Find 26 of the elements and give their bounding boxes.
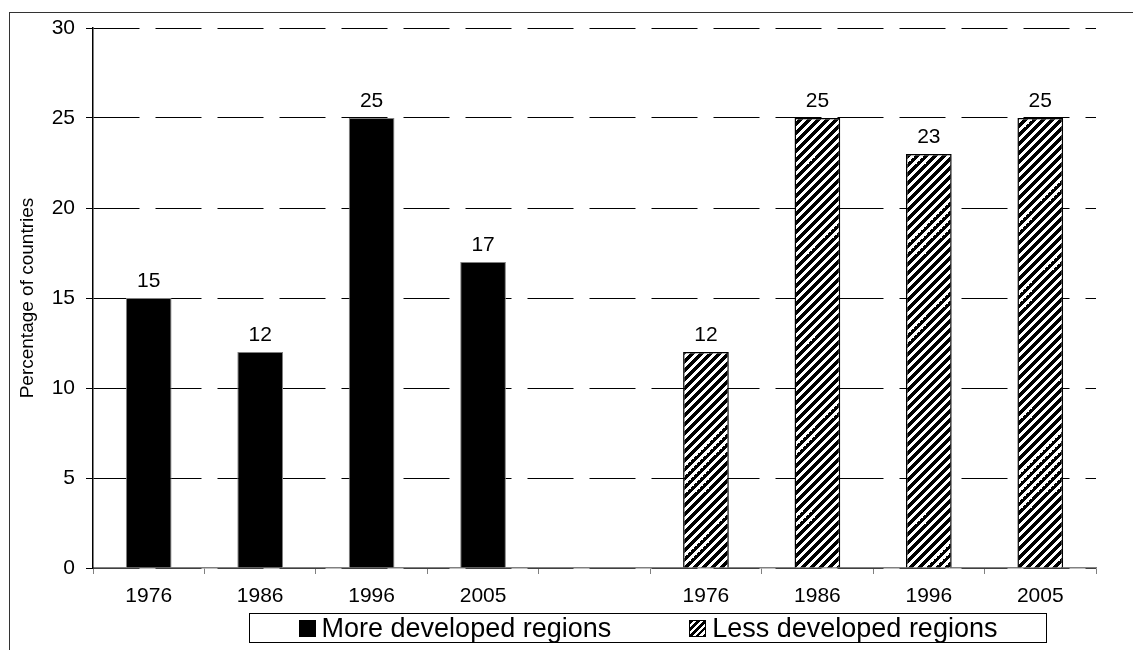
x-tick-label: 1976 bbox=[125, 583, 173, 607]
data-label: 12 bbox=[248, 322, 272, 345]
x-tick-label: 1996 bbox=[905, 583, 953, 607]
x-tick-label: 1996 bbox=[348, 583, 395, 607]
x-tick-label: 1986 bbox=[236, 583, 284, 607]
data-label: 17 bbox=[471, 232, 495, 255]
data-label: 23 bbox=[917, 124, 941, 147]
legend-label: Less developed regions bbox=[712, 612, 998, 644]
y-axis-title: Percentage of countries bbox=[15, 197, 37, 399]
data-label: 25 bbox=[359, 88, 384, 111]
y-tick-label: 30 bbox=[51, 14, 75, 38]
data-label: 25 bbox=[1028, 88, 1052, 111]
y-tick-label: 0 bbox=[63, 554, 75, 578]
data-label: 12 bbox=[694, 322, 718, 345]
y-tick-label: 20 bbox=[51, 194, 75, 218]
y-tick-label: 5 bbox=[63, 464, 75, 488]
x-tick-label: 2005 bbox=[1016, 583, 1064, 607]
data-label: 15 bbox=[137, 268, 161, 291]
y-tick-label: 15 bbox=[51, 284, 75, 308]
y-tick-label: 10 bbox=[51, 374, 75, 398]
y-tick-label: 25 bbox=[51, 104, 75, 128]
x-tick-label: 1986 bbox=[794, 583, 841, 607]
x-tick-label: 1976 bbox=[682, 583, 730, 607]
x-tick-label: 2005 bbox=[459, 583, 507, 607]
data-label: 25 bbox=[805, 88, 830, 111]
legend-label: More developed regions bbox=[321, 612, 612, 644]
